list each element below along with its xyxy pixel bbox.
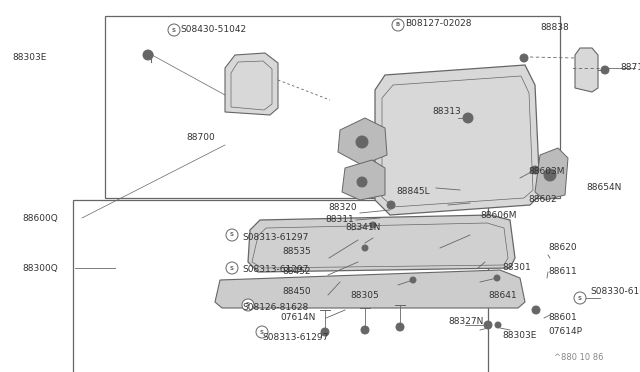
Text: 88327N: 88327N [448, 317, 483, 327]
Circle shape [147, 52, 153, 58]
Circle shape [392, 19, 404, 31]
Circle shape [532, 306, 540, 314]
Text: 88716M: 88716M [620, 64, 640, 73]
Polygon shape [575, 48, 598, 92]
Circle shape [601, 66, 609, 74]
Text: S: S [230, 232, 234, 237]
Polygon shape [248, 215, 515, 272]
Text: 88303E: 88303E [502, 330, 536, 340]
Text: 88341N: 88341N [345, 224, 380, 232]
Text: 88305: 88305 [350, 291, 379, 299]
Text: B08127-02028: B08127-02028 [405, 19, 472, 29]
Polygon shape [225, 53, 278, 115]
Circle shape [484, 321, 492, 329]
Bar [105, 16, 560, 198]
Circle shape [531, 166, 539, 174]
Text: 88838: 88838 [540, 23, 569, 32]
Text: 07614P: 07614P [548, 327, 582, 337]
Circle shape [242, 299, 254, 311]
Text: 88654N: 88654N [586, 183, 621, 192]
Circle shape [321, 328, 329, 336]
Polygon shape [375, 65, 540, 215]
Circle shape [396, 323, 404, 331]
Text: 88303E: 88303E [12, 54, 46, 62]
Circle shape [168, 24, 180, 36]
Text: 88611: 88611 [548, 267, 577, 276]
Text: 88313: 88313 [432, 108, 461, 116]
Text: 88603M: 88603M [528, 167, 564, 176]
Circle shape [361, 326, 369, 334]
Text: 88600Q: 88600Q [22, 214, 58, 222]
Bar [73, 200, 488, 372]
Circle shape [387, 201, 395, 209]
Text: S08430-51042: S08430-51042 [180, 26, 246, 35]
Text: 88452: 88452 [282, 267, 310, 276]
Text: S08126-81628: S08126-81628 [242, 304, 308, 312]
Circle shape [226, 262, 238, 274]
Text: 88641: 88641 [488, 291, 516, 299]
Text: S: S [260, 330, 264, 334]
Circle shape [143, 50, 153, 60]
Text: S08313-61297: S08313-61297 [262, 334, 328, 343]
Circle shape [410, 277, 416, 283]
Circle shape [520, 54, 528, 62]
Circle shape [463, 113, 473, 123]
Circle shape [256, 326, 268, 338]
Text: 88450: 88450 [282, 288, 310, 296]
Circle shape [495, 322, 501, 328]
Circle shape [494, 275, 500, 281]
Text: S08313-61297: S08313-61297 [242, 266, 308, 275]
Text: B: B [396, 22, 400, 28]
Text: 88620: 88620 [548, 244, 577, 253]
Circle shape [544, 169, 556, 181]
Polygon shape [338, 118, 387, 165]
Text: 88602: 88602 [528, 196, 557, 205]
Circle shape [226, 229, 238, 241]
Text: 88300Q: 88300Q [22, 263, 58, 273]
Text: 88845L: 88845L [396, 187, 429, 196]
Text: 88320: 88320 [328, 203, 356, 212]
Text: S08330-61642: S08330-61642 [590, 288, 640, 296]
Text: 07614N: 07614N [280, 314, 316, 323]
Circle shape [370, 222, 376, 228]
Polygon shape [342, 160, 385, 200]
Text: 88700: 88700 [186, 134, 215, 142]
Text: S: S [578, 295, 582, 301]
Polygon shape [535, 148, 568, 200]
Text: 88301: 88301 [502, 263, 531, 273]
Circle shape [356, 136, 368, 148]
Text: S: S [246, 302, 250, 308]
Circle shape [357, 177, 367, 187]
Circle shape [574, 292, 586, 304]
Circle shape [362, 245, 368, 251]
Text: 88601: 88601 [548, 314, 577, 323]
Text: 88535: 88535 [282, 247, 311, 257]
Text: 88311: 88311 [325, 215, 354, 224]
Polygon shape [215, 270, 525, 308]
Text: ^880 10 86: ^880 10 86 [554, 353, 604, 362]
Text: S: S [172, 28, 176, 32]
Text: S08313-61297: S08313-61297 [242, 234, 308, 243]
Text: 88606M: 88606M [480, 211, 516, 219]
Text: S: S [230, 266, 234, 270]
